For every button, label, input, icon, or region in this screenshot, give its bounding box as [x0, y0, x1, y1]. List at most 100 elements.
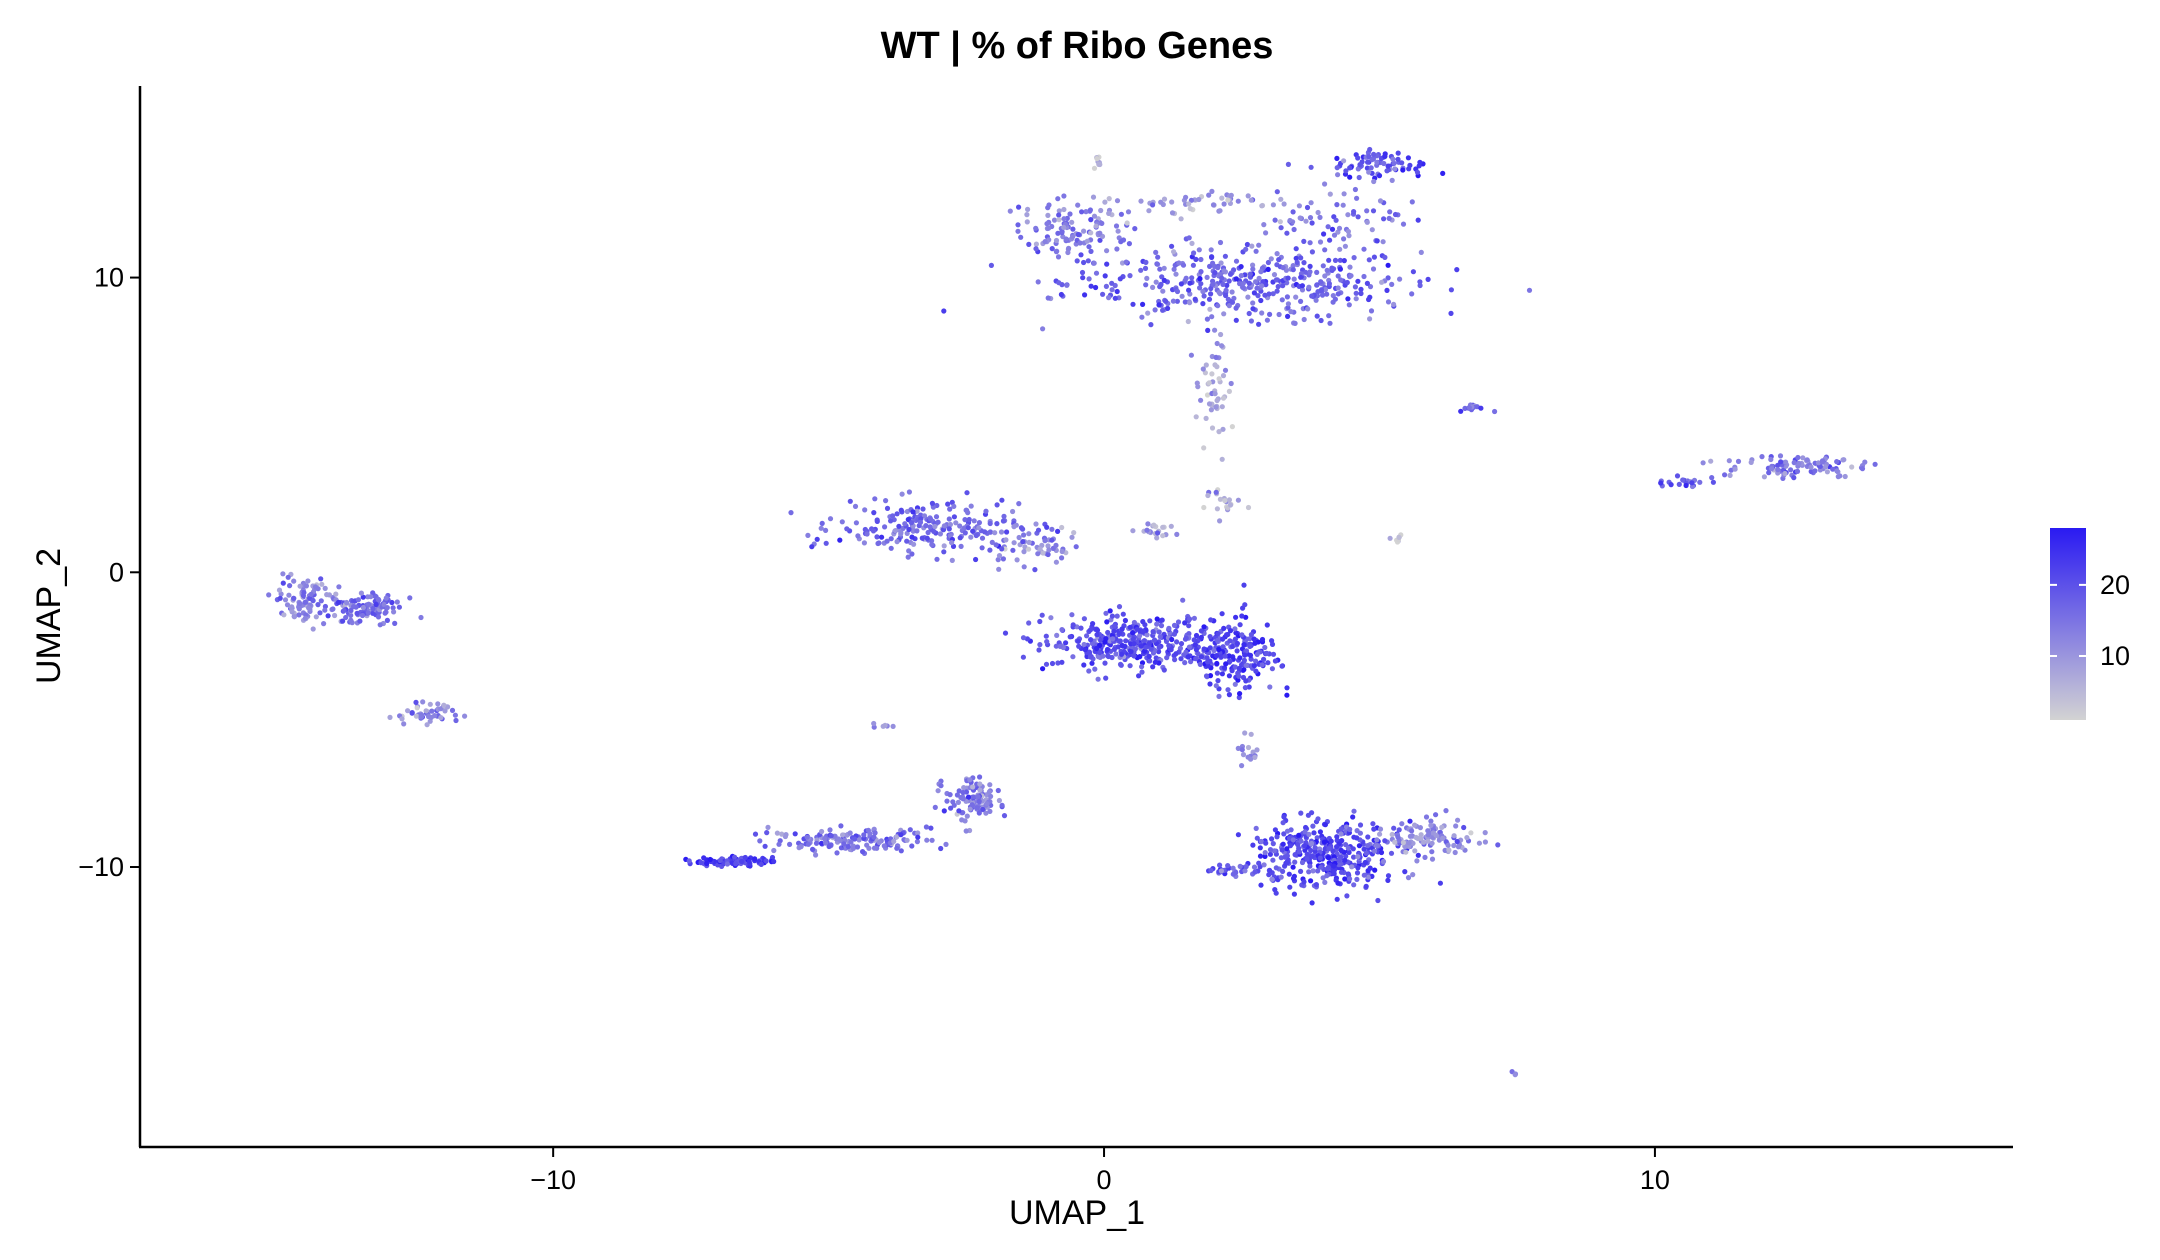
cell-point: [1426, 832, 1431, 837]
cell-point: [1138, 199, 1143, 204]
cell-point: [958, 535, 963, 540]
cell-point: [1210, 282, 1215, 287]
cell-point: [1061, 225, 1066, 230]
cell-point: [316, 586, 321, 591]
cell-point: [1292, 860, 1297, 865]
cell-point: [1331, 869, 1336, 874]
cell-point: [934, 557, 939, 562]
cell-point: [820, 521, 825, 526]
cell-point: [1221, 396, 1226, 401]
cell-point: [1089, 661, 1094, 666]
cell-point: [1377, 173, 1382, 178]
cell-point: [1278, 219, 1283, 224]
cell-point: [1186, 319, 1191, 324]
cell-point: [1284, 693, 1289, 698]
cell-point: [1236, 199, 1241, 204]
cell-point: [1301, 239, 1306, 244]
cell-point: [930, 501, 935, 506]
cell-point: [1374, 160, 1379, 165]
cell-point: [1159, 623, 1164, 628]
cell-point: [1158, 282, 1163, 287]
cell-point: [1169, 199, 1174, 204]
cell-point: [961, 785, 966, 790]
cell-point: [1333, 258, 1338, 263]
cell-point: [1191, 250, 1196, 255]
cell-point: [357, 619, 362, 624]
cell-point: [1226, 297, 1231, 302]
cell-point: [1319, 318, 1324, 323]
cell-point: [1768, 457, 1773, 462]
cell-point: [1792, 460, 1797, 465]
cell-point: [1336, 285, 1341, 290]
cell-point: [1284, 685, 1289, 690]
cell-point: [1113, 651, 1118, 656]
cell-point: [1095, 628, 1100, 633]
cell-point: [1020, 527, 1025, 532]
cell-point: [1131, 653, 1136, 658]
cell-point: [1303, 825, 1308, 830]
cell-point: [1390, 178, 1395, 183]
cell-point: [1314, 298, 1319, 303]
cell-point: [1396, 151, 1401, 156]
cell-point: [1066, 246, 1071, 251]
cell-point: [1186, 201, 1191, 206]
cell-point: [1261, 222, 1266, 227]
cell-point: [1139, 315, 1144, 320]
cell-point: [982, 529, 987, 534]
cell-point: [1123, 638, 1128, 643]
cell-point: [1358, 822, 1363, 827]
cell-point: [1138, 268, 1143, 273]
cell-point: [739, 859, 744, 864]
cell-point: [1354, 196, 1359, 201]
cell-point: [1252, 663, 1257, 668]
cell-point: [1248, 757, 1253, 762]
cell-point: [1111, 629, 1116, 634]
cell-point: [1212, 328, 1217, 333]
cell-point: [1224, 632, 1229, 637]
cell-point: [763, 844, 768, 849]
cell-point: [1193, 656, 1198, 661]
cell-point: [1137, 633, 1142, 638]
cell-point: [1378, 827, 1383, 832]
cell-point: [1070, 654, 1075, 659]
cell-point: [1207, 380, 1212, 385]
cell-point: [1204, 655, 1209, 660]
cell-point: [1082, 642, 1087, 647]
cell-point: [1399, 821, 1404, 826]
cell-point: [915, 839, 920, 844]
cell-point: [1172, 657, 1177, 662]
cell-point: [1237, 666, 1242, 671]
cell-point: [1361, 247, 1366, 252]
cell-point: [462, 714, 467, 719]
cell-point: [891, 724, 896, 729]
cell-point: [415, 705, 420, 710]
cell-point: [1455, 839, 1460, 844]
cell-point: [1097, 231, 1102, 236]
cell-point: [384, 596, 389, 601]
cell-point: [1411, 269, 1416, 274]
cell-point: [867, 831, 872, 836]
cell-point: [938, 783, 943, 788]
cell-point: [1456, 844, 1461, 849]
chart-title: WT | % of Ribo Genes: [881, 25, 1274, 67]
cell-point: [810, 847, 815, 852]
cell-point: [1280, 869, 1285, 874]
cell-point: [1044, 525, 1049, 530]
cell-point: [1130, 302, 1135, 307]
cell-point: [1230, 300, 1235, 305]
cell-point: [413, 700, 418, 705]
cell-point: [1076, 232, 1081, 237]
cell-point: [872, 496, 877, 501]
cell-point: [1025, 219, 1030, 224]
cell-point: [1254, 826, 1259, 831]
cell-point: [321, 621, 326, 626]
cell-point: [1391, 302, 1396, 307]
cell-point: [1150, 285, 1155, 290]
cell-point: [360, 613, 365, 618]
cell-point: [1284, 846, 1289, 851]
cell-point: [1162, 278, 1167, 283]
cell-point: [1302, 317, 1307, 322]
cell-point: [944, 799, 949, 804]
cell-point: [1136, 673, 1141, 678]
cell-point: [378, 622, 383, 627]
